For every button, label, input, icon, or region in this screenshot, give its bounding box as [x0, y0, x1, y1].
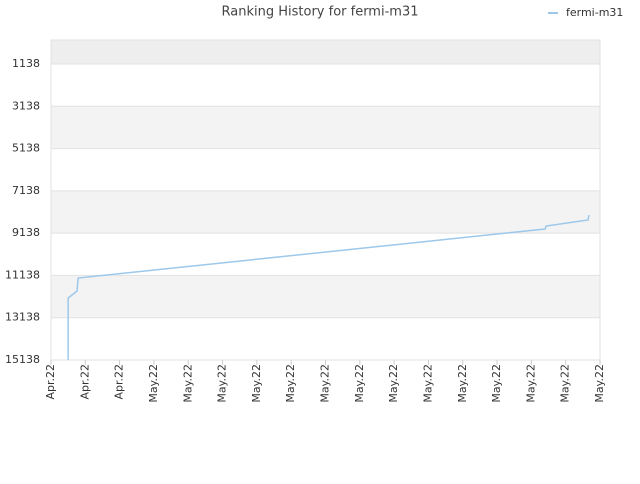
x-tick-label: May.22: [250, 364, 263, 403]
x-tick-label: May.22: [181, 364, 194, 403]
x-tick-label: May.22: [387, 364, 400, 403]
y-tick-label: 7138: [12, 184, 40, 197]
x-tick-label: May.22: [524, 364, 537, 403]
x-tick-label: May.22: [216, 364, 229, 403]
grid-band: [51, 63, 600, 107]
x-tick-label: May.22: [490, 364, 503, 403]
x-tick-label: May.22: [421, 364, 434, 403]
x-tick-label: May.22: [559, 364, 572, 403]
y-tick-label: 1138: [12, 57, 40, 70]
y-tick-label: 15138: [5, 353, 40, 366]
grid-band: [51, 40, 600, 64]
grid-band: [51, 317, 600, 360]
x-tick-label: May.22: [319, 364, 332, 403]
grid-band: [51, 148, 600, 191]
chart-title: Ranking History for fermi-m31: [222, 5, 419, 20]
y-tick-label: 13138: [5, 311, 40, 324]
x-tick-label: May.22: [456, 364, 469, 403]
grid-band: [51, 190, 600, 234]
y-tick-label: 11138: [5, 268, 40, 281]
y-tick-label: 5138: [12, 142, 40, 155]
x-tick-label: Apr.22: [113, 364, 126, 400]
grid-band: [51, 275, 600, 318]
y-tick-label: 3138: [12, 99, 40, 112]
x-tick-label: Apr.22: [78, 364, 91, 400]
legend-label: fermi-m31: [566, 6, 623, 19]
x-tick-label: May.22: [353, 364, 366, 403]
grid-band: [51, 106, 600, 149]
x-tick-label: Apr.22: [44, 364, 57, 400]
grid-band: [51, 233, 600, 276]
x-tick-label: May.22: [593, 364, 606, 403]
x-tick-label: May.22: [284, 364, 297, 403]
series-line: [67, 214, 590, 360]
x-tick-label: May.22: [147, 364, 160, 403]
y-tick-label: 9138: [12, 226, 40, 239]
